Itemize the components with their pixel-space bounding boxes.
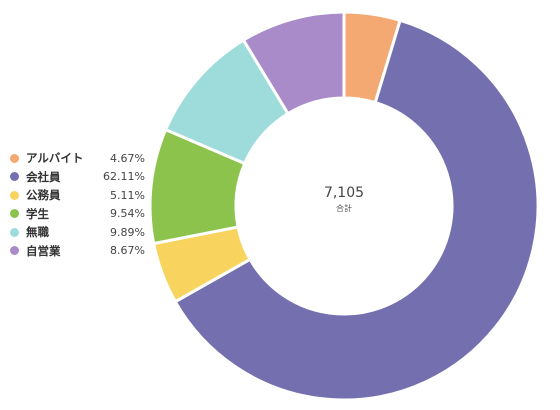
legend-item-gakusei[interactable]: 学生 9.54% xyxy=(10,205,145,223)
legend-label: 公務員 xyxy=(26,188,61,202)
legend-item-jieigyou[interactable]: 自営業 8.67% xyxy=(10,242,145,260)
donut-slices xyxy=(148,10,540,402)
legend-value: 8.67% xyxy=(110,244,145,257)
legend-value: 4.67% xyxy=(110,151,145,165)
legend-label: 自営業 xyxy=(26,243,61,258)
chart-legend: アルバイト 4.67% 会社員 62.11% 公務員 5.11% 学生 9.54… xyxy=(10,149,145,260)
legend-value: 5.11% xyxy=(110,188,145,202)
legend-color-swatch xyxy=(10,227,19,237)
donut-slice-1[interactable] xyxy=(173,18,540,402)
legend-color-swatch xyxy=(10,246,19,255)
center-total-label: 合計 xyxy=(336,203,352,213)
legend-label: 学生 xyxy=(26,206,49,221)
legend-color-swatch xyxy=(10,190,19,200)
legend-item-arubaito[interactable]: アルバイト 4.67% xyxy=(10,149,145,167)
legend-item-koumuin[interactable]: 公務員 5.11% xyxy=(10,186,145,204)
legend-item-kaishain[interactable]: 会社員 62.11% xyxy=(10,168,145,186)
legend-value: 9.89% xyxy=(110,225,145,239)
legend-label: アルバイト xyxy=(26,151,84,165)
donut-slice-5[interactable] xyxy=(241,10,346,116)
legend-color-swatch xyxy=(10,209,19,218)
legend-value: 62.11% xyxy=(103,170,145,183)
legend-color-swatch xyxy=(10,153,19,163)
legend-label: 会社員 xyxy=(26,169,61,184)
center-total-value: 7,105 xyxy=(324,185,364,201)
legend-value: 9.54% xyxy=(110,207,145,220)
legend-color-swatch xyxy=(10,172,19,181)
legend-item-mushoku[interactable]: 無職 9.89% xyxy=(10,223,145,241)
legend-label: 無職 xyxy=(26,225,49,239)
